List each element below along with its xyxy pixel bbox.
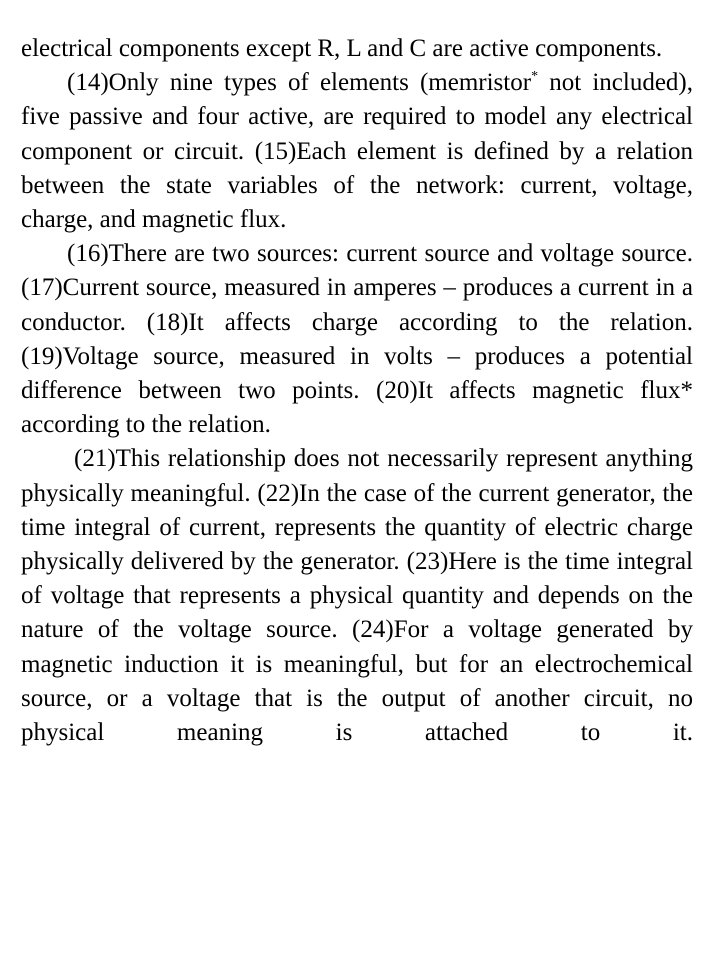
paragraph-relationship: (21)This relationship does not necessari…: [21, 445, 693, 747]
memristor-footnote-marker: *: [531, 69, 539, 85]
paragraph-sources: (16)There are two sources: current sourc…: [21, 240, 693, 439]
paragraph-nine-elements-text-end: not included), five passive and four act…: [21, 69, 693, 234]
document-page: electrical components except R, L and C …: [21, 32, 693, 750]
paragraph-nine-elements-text-start: (14)Only nine types of elements (memrist…: [67, 69, 532, 97]
paragraph-components-continued: electrical components except R, L and C …: [21, 35, 663, 62]
paragraph-nine-elements: (14)Only nine types of elements (memrist…: [21, 66, 693, 237]
